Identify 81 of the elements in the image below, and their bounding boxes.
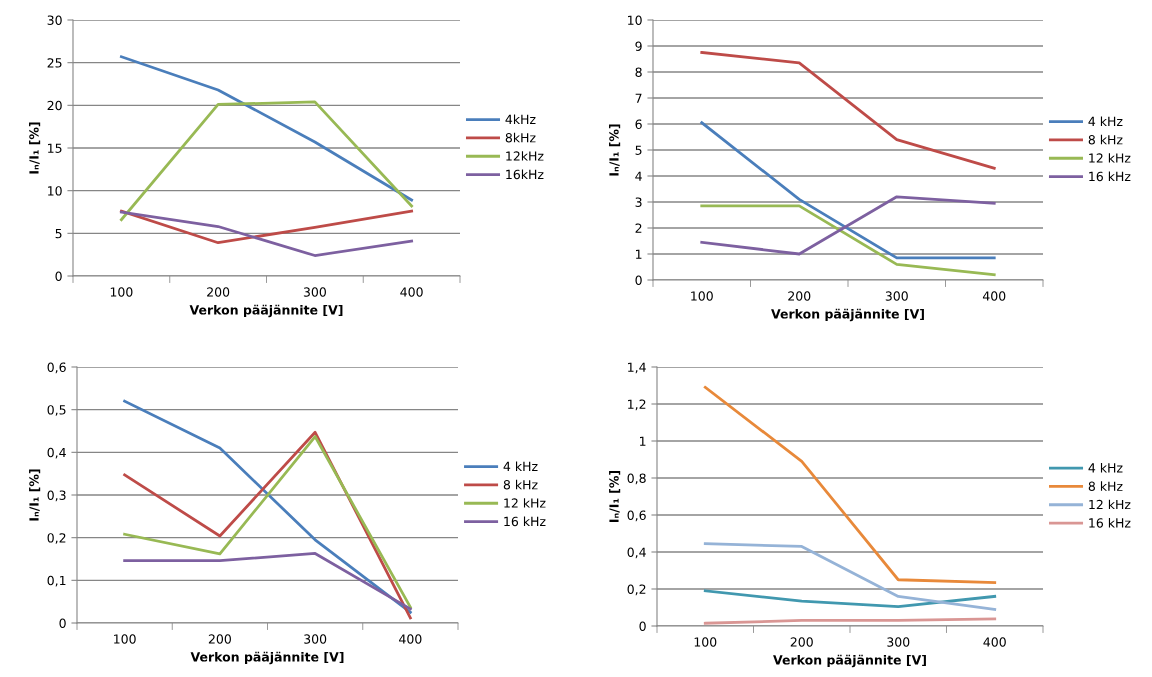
x-tick-label: 400 <box>399 634 422 644</box>
y-tick-label: 0 <box>55 271 62 281</box>
x-tick-label: 200 <box>208 634 231 644</box>
y-tick-label: 0,2 <box>627 584 646 596</box>
legend-label: 8 kHz <box>1088 481 1123 491</box>
y-tick-label: 1,2 <box>628 399 646 411</box>
line-series <box>703 542 997 611</box>
y-tick-label: 10 <box>628 15 642 25</box>
line-series <box>700 195 996 256</box>
y-axis-title: Iₙ/I₁ [%] <box>29 122 41 174</box>
y-tick-label: 2 <box>635 223 642 233</box>
y-tick-label: 0,6 <box>627 510 646 522</box>
y-tick-label: 25 <box>47 58 62 68</box>
y-tick-label: 0,4 <box>47 447 66 459</box>
legend-label: 4 kHz <box>1088 462 1123 473</box>
legend-label: 12 kHz <box>504 498 546 508</box>
legend-label: 4kHz <box>505 114 536 124</box>
x-tick-label: 400 <box>982 291 1006 301</box>
legend-label: 4 kHz <box>503 461 538 471</box>
legend-label: 8 kHz <box>1088 134 1123 145</box>
x-tick-label: 300 <box>304 634 327 644</box>
y-tick-label: 9 <box>635 41 642 51</box>
line-series <box>700 51 996 170</box>
y-tick-label: 20 <box>47 100 62 111</box>
x-axis-title: Verkon pääjännite [V] <box>771 308 924 322</box>
y-axis-title: Iₙ/I₁ [%] <box>609 470 621 523</box>
y-tick-label: 3 <box>635 197 642 207</box>
y-tick-label: 0 <box>59 618 66 628</box>
y-tick-label: 4 <box>635 171 642 181</box>
y-tick-label: 0,4 <box>627 547 646 559</box>
y-tick-label: 0 <box>635 275 642 285</box>
x-tick-label: 300 <box>885 291 908 301</box>
y-tick-label: 5 <box>55 228 62 239</box>
y-tick-label: 0,1 <box>47 575 66 587</box>
y-tick-label: 0 <box>639 621 646 631</box>
legend-label: 12kHz <box>506 151 544 161</box>
y-tick-label: 0,2 <box>47 533 66 544</box>
x-tick-label: 400 <box>983 637 1006 647</box>
y-tick-label: 30 <box>47 15 62 25</box>
y-axis-title: Iₙ/I₁ [%] <box>29 469 41 521</box>
x-tick-label: 100 <box>691 291 713 301</box>
x-tick-label: 200 <box>207 287 230 297</box>
y-tick-label: 6 <box>635 119 642 129</box>
y-tick-label: 15 <box>48 143 62 153</box>
line-series <box>703 589 997 608</box>
y-tick-label: 10 <box>48 186 62 196</box>
x-axis-title: Verkon pääjännite [V] <box>190 651 344 665</box>
x-axis-title: Verkon pääjännite [V] <box>773 654 926 668</box>
y-tick-label: 7 <box>635 93 642 103</box>
legend-label: 4 kHz <box>1088 116 1123 126</box>
legend-label: 16 kHz <box>504 516 546 527</box>
legend-label: 16 kHz <box>1089 171 1131 182</box>
line-series <box>119 55 414 202</box>
line-series <box>119 100 414 222</box>
x-tick-label: 300 <box>303 287 326 297</box>
legend-label: 8kHz <box>505 132 536 143</box>
legend-label: 12 kHz <box>1089 153 1131 163</box>
line-series <box>119 210 414 257</box>
y-tick-label: 1 <box>636 249 642 259</box>
line-series <box>703 385 997 584</box>
x-tick-label: 400 <box>400 287 423 297</box>
x-tick-label: 300 <box>887 637 910 647</box>
y-tick-label: 0,8 <box>627 473 646 485</box>
x-tick-label: 200 <box>788 291 811 301</box>
legend-label: 12 kHz <box>1089 499 1131 510</box>
x-axis-title: Verkon pääjännite [V] <box>189 304 343 318</box>
y-tick-label: 1,4 <box>628 362 646 374</box>
y-tick-label: 8 <box>635 67 642 77</box>
y-axis-title: Iₙ/I₁ [%] <box>609 124 621 176</box>
y-tick-label: 0,3 <box>47 490 66 502</box>
x-tick-label: 100 <box>114 634 136 644</box>
y-tick-label: 0,6 <box>47 362 66 374</box>
x-tick-label: 100 <box>694 637 717 647</box>
legend-label: 8 kHz <box>503 479 538 490</box>
y-tick-label: 5 <box>635 145 642 155</box>
y-tick-label: 0,5 <box>47 405 66 416</box>
x-tick-label: 100 <box>110 287 133 297</box>
x-tick-label: 200 <box>790 637 813 647</box>
y-tick-label: 1 <box>640 436 646 446</box>
legend-label: 16kHz <box>506 169 544 180</box>
legend-label: 16 kHz <box>1089 517 1131 528</box>
